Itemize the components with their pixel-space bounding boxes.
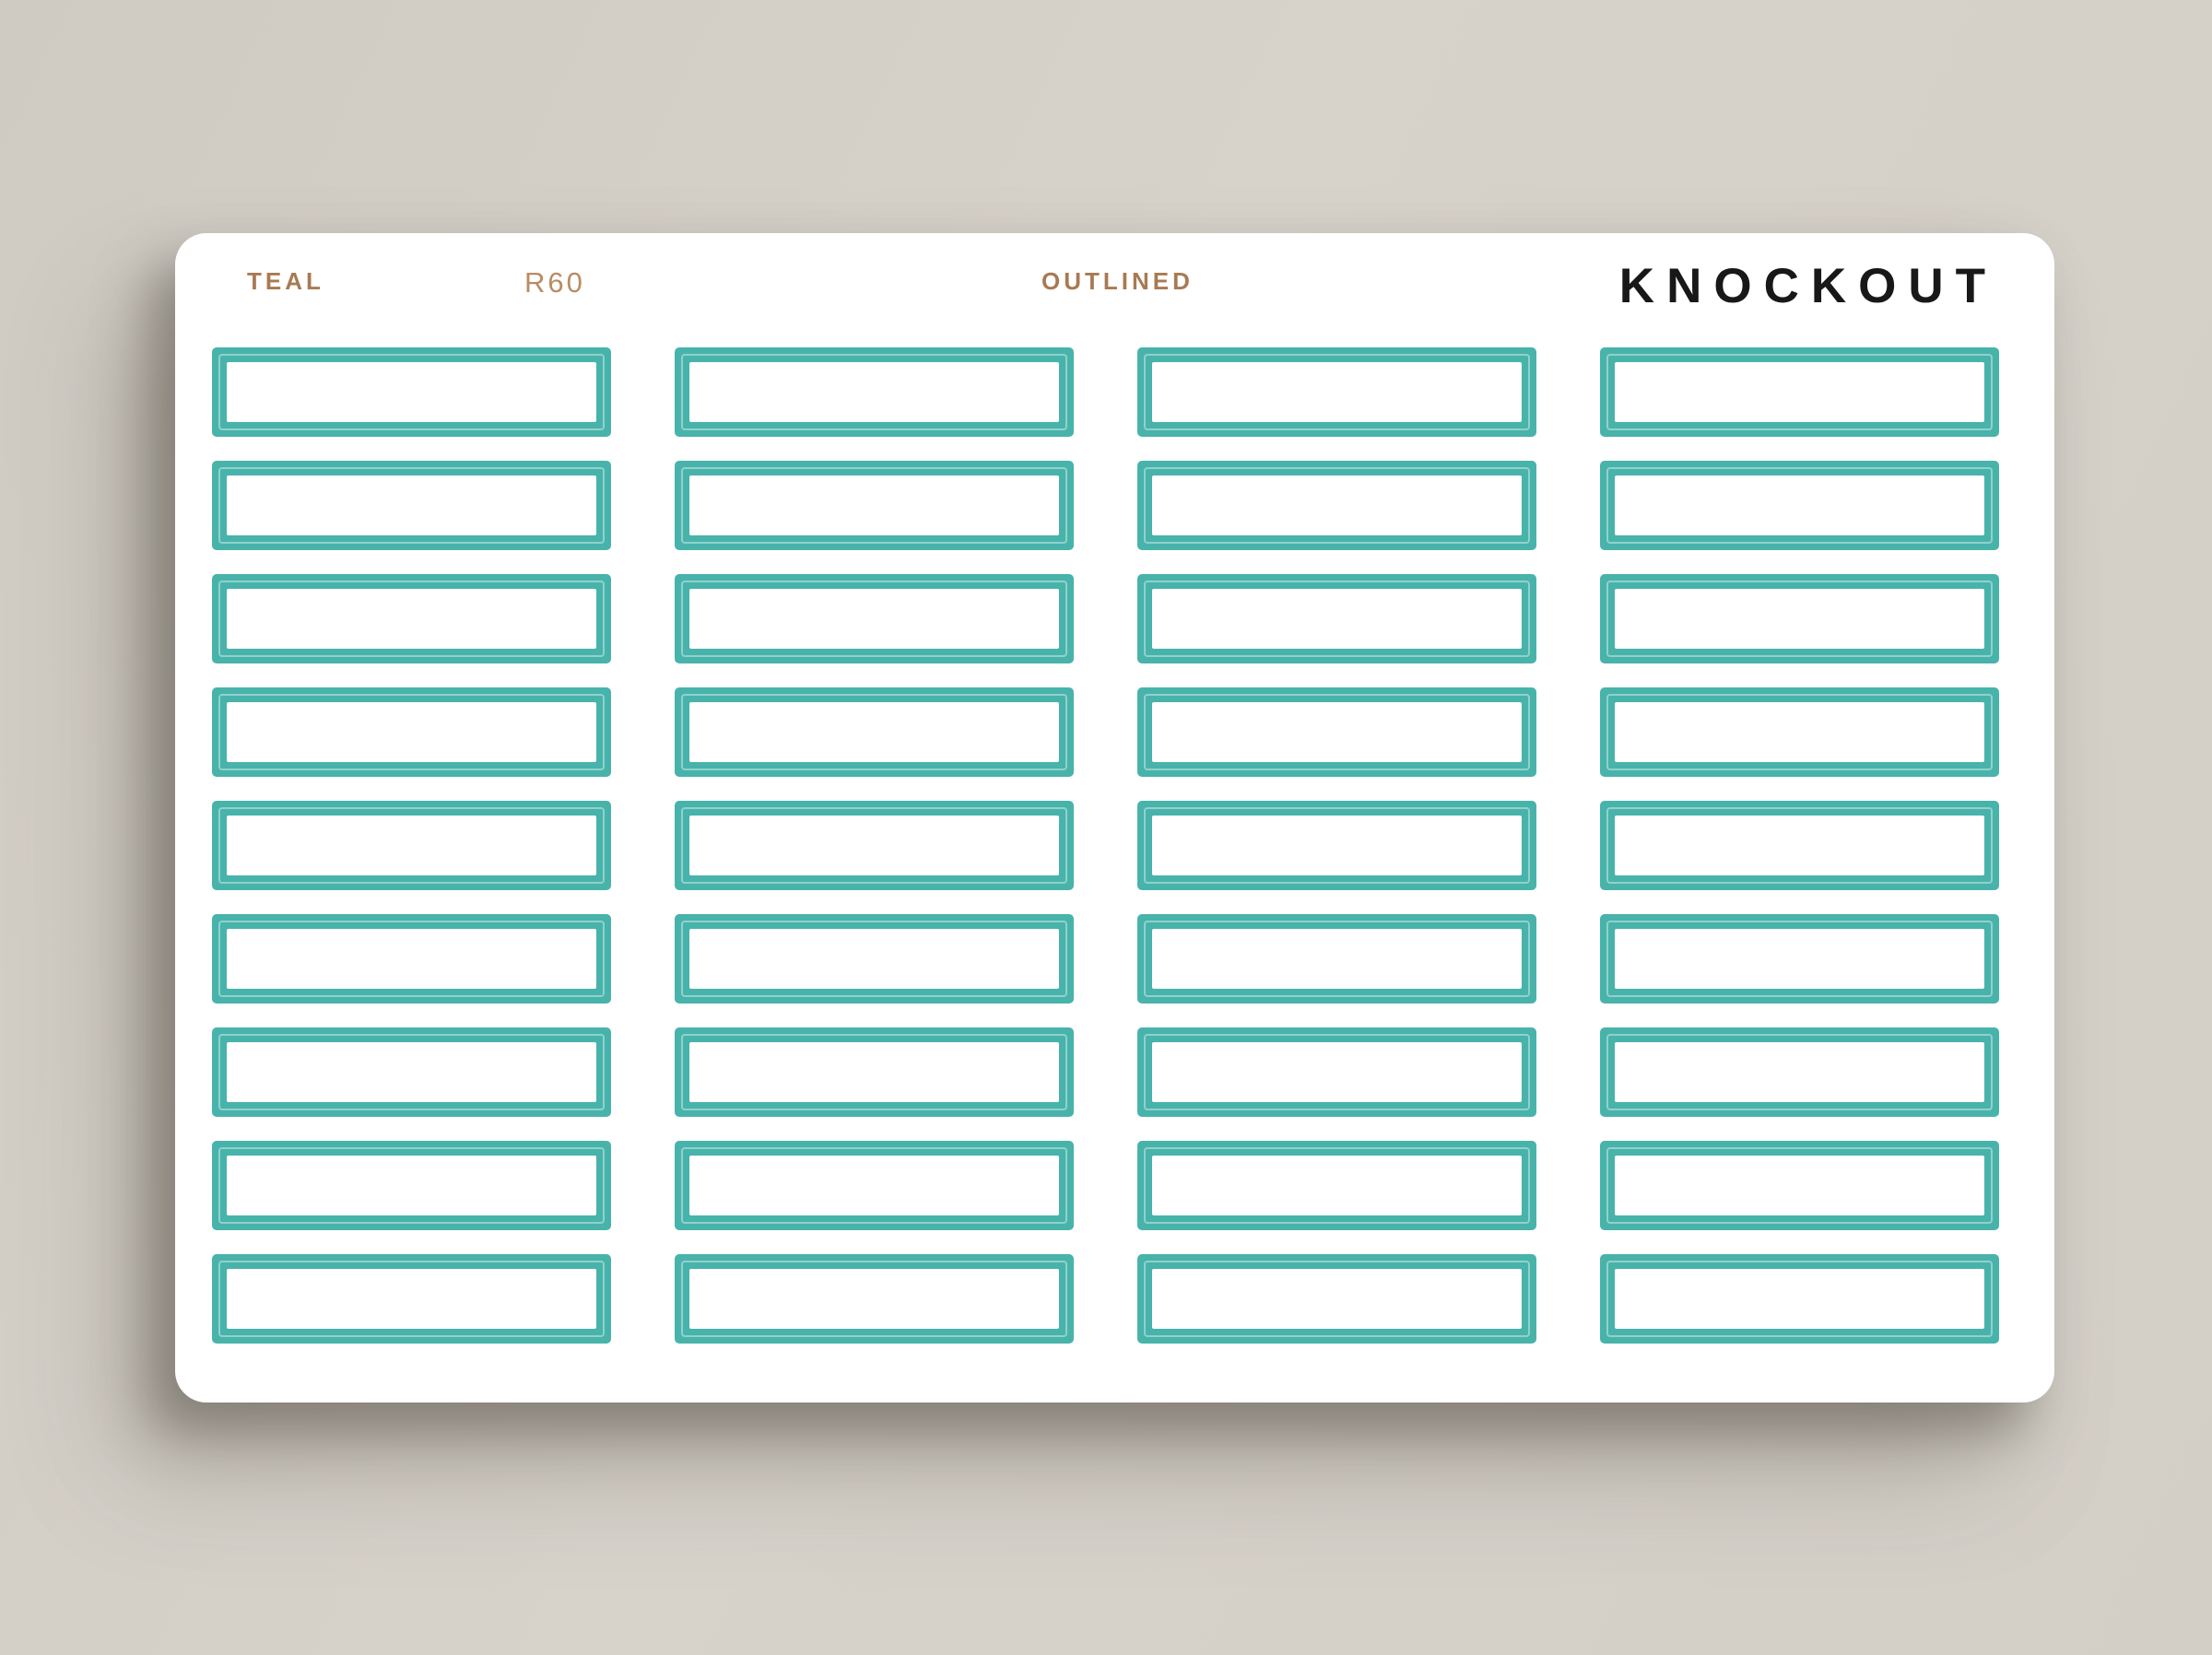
sticker-cutout [1615,1269,1984,1329]
brand-logo: KNOCKOUT [1618,259,1997,313]
sticker-outline [675,801,1074,890]
sticker-outline [675,914,1074,1004]
sticker-outline [1600,574,1999,663]
sticker-outline [1137,1027,1536,1117]
sticker-cutout [227,1156,596,1215]
sticker-cutout [1615,589,1984,649]
sticker-cutout [1615,816,1984,875]
sticker-cutout [1152,475,1522,535]
sticker-cutout [1152,589,1522,649]
sticker-outline [675,1141,1074,1230]
sticker-cutout [1615,475,1984,535]
sticker-outline [212,1141,611,1230]
sticker-cutout [689,702,1059,762]
color-label: TEAL [247,267,324,295]
sticker-cutout [1615,702,1984,762]
sticker-outline [212,1027,611,1117]
style-label: OUTLINED [1041,267,1194,295]
sku-label: R60 [524,266,585,299]
sticker-cutout [227,702,596,762]
sticker-outline [212,461,611,550]
sticker-outline [212,1254,611,1344]
sticker-outline [1137,1141,1536,1230]
sticker-outline [1600,1027,1999,1117]
sticker-cutout [227,816,596,875]
sticker-outline [1137,574,1536,663]
sticker-cutout [1615,1156,1984,1215]
sticker-outline [1137,347,1536,437]
sticker-cutout [1152,702,1522,762]
sticker-cutout [689,929,1059,989]
sticker-cutout [1152,1156,1522,1215]
sticker-outline [675,1254,1074,1344]
sticker-cutout [689,1156,1059,1215]
sticker-grid [212,347,1999,1344]
sticker-outline [675,687,1074,777]
sticker-cutout [1615,929,1984,989]
sticker-cutout [1152,362,1522,422]
sticker-outline [1600,347,1999,437]
sticker-outline [1137,1254,1536,1344]
sticker-cutout [689,1269,1059,1329]
sticker-cutout [689,589,1059,649]
sticker-outline [675,1027,1074,1117]
sticker-outline [1600,914,1999,1004]
sticker-outline [675,461,1074,550]
sticker-cutout [1615,362,1984,422]
sticker-outline [212,574,611,663]
sticker-outline [675,347,1074,437]
sticker-outline [1137,914,1536,1004]
sticker-outline [1600,461,1999,550]
sticker-outline [1600,1141,1999,1230]
sticker-cutout [227,1269,596,1329]
sticker-sheet: TEAL R60 OUTLINED KNOCKOUT [175,233,2054,1403]
sticker-cutout [227,589,596,649]
sticker-cutout [1152,816,1522,875]
sticker-cutout [1152,929,1522,989]
sticker-outline [1600,801,1999,890]
sticker-outline [1600,687,1999,777]
sticker-cutout [1152,1042,1522,1102]
sticker-cutout [227,1042,596,1102]
sticker-outline [212,914,611,1004]
sticker-cutout [689,475,1059,535]
sticker-cutout [689,1042,1059,1102]
sticker-outline [1137,461,1536,550]
sticker-outline [1137,687,1536,777]
sticker-outline [675,574,1074,663]
sticker-outline [212,801,611,890]
sticker-cutout [1152,1269,1522,1329]
sticker-outline [1600,1254,1999,1344]
sticker-cutout [689,362,1059,422]
sticker-outline [1137,801,1536,890]
sticker-outline [212,347,611,437]
sticker-cutout [227,362,596,422]
sticker-cutout [227,475,596,535]
sticker-cutout [227,929,596,989]
sticker-cutout [689,816,1059,875]
sticker-cutout [1615,1042,1984,1102]
sticker-outline [212,687,611,777]
